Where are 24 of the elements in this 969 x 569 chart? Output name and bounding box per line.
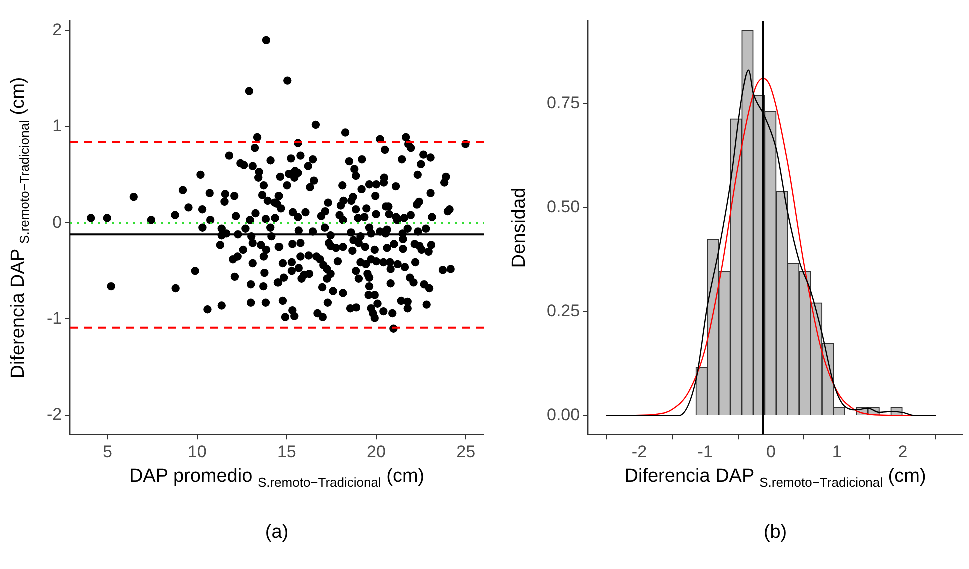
y-axis-title: Densidad (509, 188, 531, 268)
text: (a) (264, 522, 290, 544)
y-tick-label: 0.00 (546, 406, 580, 425)
x-tick-label: 2 (898, 442, 908, 462)
x-tick-label: 0 (766, 442, 776, 462)
y-tick-label: -2 (46, 405, 62, 424)
x-tick-label: -2 (632, 442, 648, 462)
y-tick-label: 0.50 (546, 197, 580, 216)
x-tick-label: 5 (103, 442, 112, 462)
x-axis-title: Diferencia DAP $_{S.remoto−Tradicional}$ (cm) (624, 466, 928, 490)
x-tick-label: -1 (698, 442, 713, 462)
y-tick-label: 1 (52, 116, 62, 136)
text: (b) (762, 522, 788, 544)
y-tick-label: 0.75 (546, 93, 580, 112)
x-tick-label: 10 (188, 442, 207, 462)
x-tick-label: 20 (367, 442, 386, 462)
y-tick-label: 0 (52, 212, 62, 232)
y-tick-label: 0.25 (546, 301, 580, 320)
x-tick-label: 1 (832, 442, 842, 462)
y-tick-label: 2 (52, 20, 62, 40)
x-tick-label: 25 (456, 442, 476, 462)
y-tick-label: -1 (46, 308, 62, 328)
x-axis-title: DAP promedio $_{S.remoto−Tradicional}$ (cm) (128, 466, 426, 490)
x-tick-label: 15 (277, 442, 296, 462)
